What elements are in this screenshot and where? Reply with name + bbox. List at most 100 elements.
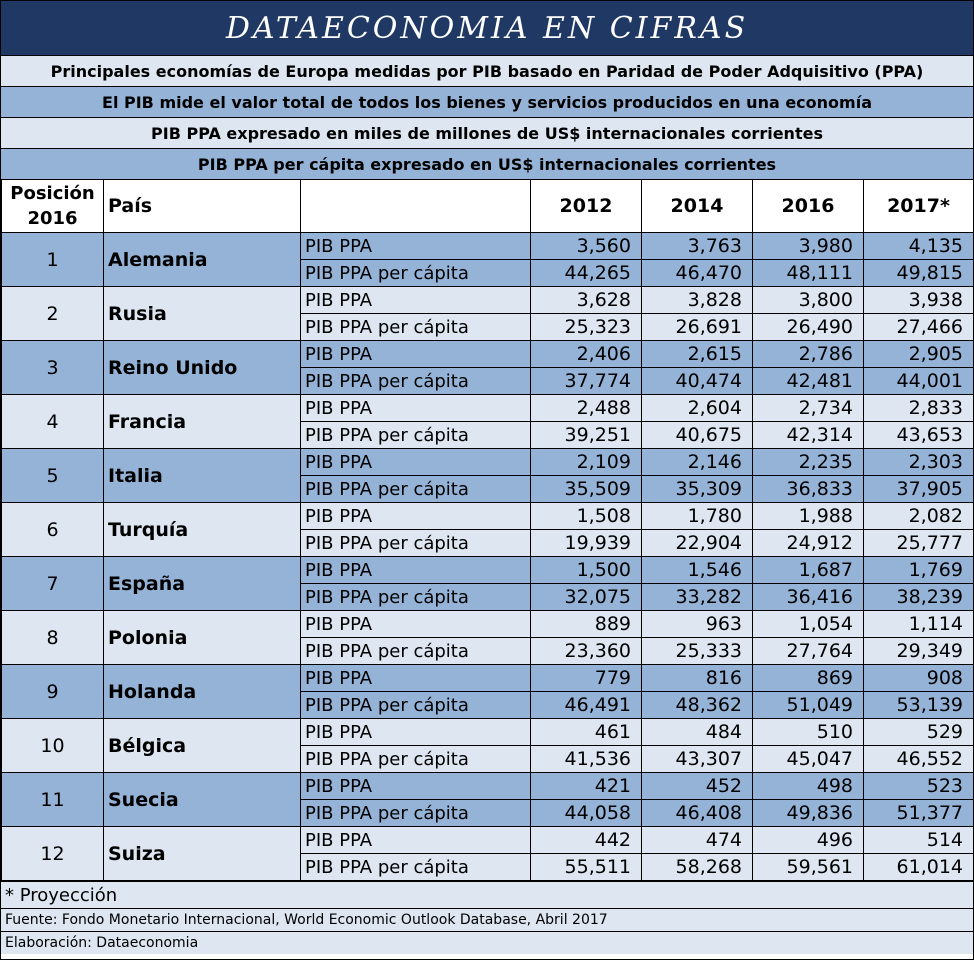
country-cell: Suiza xyxy=(103,826,301,881)
pib-value: 510 xyxy=(752,718,864,746)
percapita-value: 61,014 xyxy=(863,853,974,881)
header-position-line1: Posición xyxy=(10,183,95,204)
rank-cell: 5 xyxy=(1,448,104,503)
metric-label-percapita: PIB PPA per cápita xyxy=(300,853,531,881)
rank-cell: 6 xyxy=(1,502,104,557)
percapita-value: 49,815 xyxy=(863,259,974,287)
percapita-value: 51,377 xyxy=(863,799,974,827)
pib-value: 2,604 xyxy=(641,394,753,422)
metric-label-percapita: PIB PPA per cápita xyxy=(300,691,531,719)
pib-value: 3,628 xyxy=(530,286,642,314)
country-cell: Polonia xyxy=(103,610,301,665)
subtitle-4: PIB PPA per cápita expresado en US$ inte… xyxy=(1,148,973,179)
percapita-value: 43,307 xyxy=(641,745,753,773)
header-metric xyxy=(300,179,531,233)
percapita-value: 29,349 xyxy=(863,637,974,665)
metric-label-pib: PIB PPA xyxy=(300,664,531,692)
metric-label-pib: PIB PPA xyxy=(300,556,531,584)
table-row: PIB PPA per cápita 19,939 22,904 24,912 25,7… xyxy=(2,529,974,557)
country-cell: Rusia xyxy=(103,286,301,341)
percapita-value: 46,491 xyxy=(530,691,642,719)
percapita-value: 22,904 xyxy=(641,529,753,557)
pib-value: 1,780 xyxy=(641,502,753,530)
pib-value: 421 xyxy=(530,772,642,800)
page-title: DATAECONOMIA EN CIFRAS xyxy=(1,1,973,55)
metric-label-percapita: PIB PPA per cápita xyxy=(300,421,531,449)
pib-value: 461 xyxy=(530,718,642,746)
percapita-value: 40,675 xyxy=(641,421,753,449)
pib-value: 514 xyxy=(863,826,974,854)
table-row: 7 España PIB PPA 1,500 1,546 1,687 1,769 xyxy=(1,556,974,611)
table-row: PIB PPA per cápita 32,075 33,282 36,416 38,2… xyxy=(2,583,974,611)
percapita-value: 27,764 xyxy=(752,637,864,665)
percapita-value: 25,777 xyxy=(863,529,974,557)
pib-value: 3,560 xyxy=(530,232,642,260)
table-row: PIB PPA per cápita 25,323 26,691 26,490 27,4… xyxy=(2,313,974,341)
pib-value: 3,800 xyxy=(752,286,864,314)
pib-value: 2,833 xyxy=(863,394,974,422)
footnote-credit: Elaboración: Dataeconomia xyxy=(1,931,973,954)
pib-value: 2,615 xyxy=(641,340,753,368)
percapita-value: 42,481 xyxy=(752,367,864,395)
table-header-row: Posición 2016 País 2012 2014 2016 2017* xyxy=(1,179,974,233)
country-cell: Italia xyxy=(103,448,301,503)
pib-value: 529 xyxy=(863,718,974,746)
pib-value: 889 xyxy=(530,610,642,638)
percapita-value: 39,251 xyxy=(530,421,642,449)
country-cell: Holanda xyxy=(103,664,301,719)
rank-cell: 12 xyxy=(1,826,104,881)
pib-value: 2,786 xyxy=(752,340,864,368)
percapita-value: 44,265 xyxy=(530,259,642,287)
country-cell: Turquía xyxy=(103,502,301,557)
country-cell: Bélgica xyxy=(103,718,301,773)
metric-label-pib: PIB PPA xyxy=(300,448,531,476)
country-cell: Reino Unido xyxy=(103,340,301,395)
metric-label-percapita: PIB PPA per cápita xyxy=(300,799,531,827)
percapita-value: 23,360 xyxy=(530,637,642,665)
subtitle-2: El PIB mide el valor total de todos los … xyxy=(1,86,973,117)
rank-cell: 9 xyxy=(1,664,104,719)
pib-value: 779 xyxy=(530,664,642,692)
header-year-2017: 2017* xyxy=(863,179,974,233)
metric-label-percapita: PIB PPA per cápita xyxy=(300,583,531,611)
percapita-value: 37,905 xyxy=(863,475,974,503)
percapita-value: 35,509 xyxy=(530,475,642,503)
table-body: 1 Alemania PIB PPA 3,560 3,763 3,980 4,135 PIB … xyxy=(1,232,974,881)
table-row: 2 Rusia PIB PPA 3,628 3,828 3,800 3,938 xyxy=(1,286,974,341)
country-cell: Alemania xyxy=(103,232,301,287)
percapita-value: 59,561 xyxy=(752,853,864,881)
header-year-2014: 2014 xyxy=(641,179,753,233)
metric-label-pib: PIB PPA xyxy=(300,286,531,314)
pib-value: 452 xyxy=(641,772,753,800)
percapita-value: 43,653 xyxy=(863,421,974,449)
pib-value: 1,508 xyxy=(530,502,642,530)
table-row: 12 Suiza PIB PPA 442 474 496 514 xyxy=(1,826,974,881)
percapita-value: 51,049 xyxy=(752,691,864,719)
percapita-value: 25,323 xyxy=(530,313,642,341)
table-row: PIB PPA per cápita 55,511 58,268 59,561 61,0… xyxy=(2,853,974,881)
table-row: 8 Polonia PIB PPA 889 963 1,054 1,114 xyxy=(1,610,974,665)
percapita-value: 55,511 xyxy=(530,853,642,881)
table-row: 6 Turquía PIB PPA 1,508 1,780 1,988 2,082 xyxy=(1,502,974,557)
metric-label-pib: PIB PPA xyxy=(300,394,531,422)
percapita-value: 26,490 xyxy=(752,313,864,341)
metric-label-percapita: PIB PPA per cápita xyxy=(300,637,531,665)
table-row: 4 Francia PIB PPA 2,488 2,604 2,734 2,833 xyxy=(1,394,974,449)
percapita-value: 42,314 xyxy=(752,421,864,449)
rank-cell: 8 xyxy=(1,610,104,665)
pib-value: 2,303 xyxy=(863,448,974,476)
metric-label-pib: PIB PPA xyxy=(300,340,531,368)
pib-value: 474 xyxy=(641,826,753,854)
table-row: PIB PPA per cápita 44,058 46,408 49,836 51,3… xyxy=(2,799,974,827)
table-row: PIB PPA per cápita 23,360 25,333 27,764 29,3… xyxy=(2,637,974,665)
percapita-value: 33,282 xyxy=(641,583,753,611)
percapita-value: 53,139 xyxy=(863,691,974,719)
header-position-line2: 2016 xyxy=(27,208,78,229)
percapita-value: 45,047 xyxy=(752,745,864,773)
percapita-value: 48,111 xyxy=(752,259,864,287)
percapita-value: 37,774 xyxy=(530,367,642,395)
percapita-value: 46,408 xyxy=(641,799,753,827)
rank-cell: 7 xyxy=(1,556,104,611)
header-position: Posición 2016 xyxy=(1,179,104,233)
percapita-value: 27,466 xyxy=(863,313,974,341)
